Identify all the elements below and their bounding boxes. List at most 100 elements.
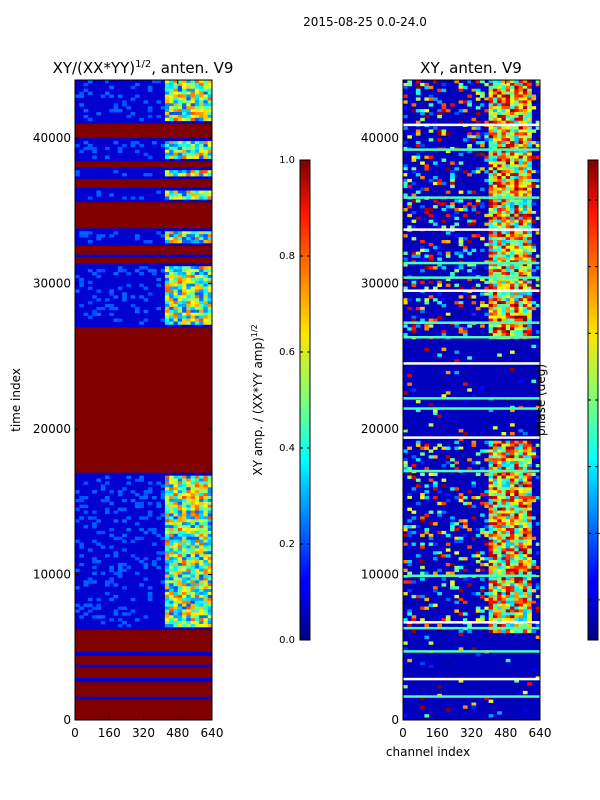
heatmap-cell xyxy=(194,612,200,616)
heatmap-cell xyxy=(87,597,93,602)
heatmap-cell xyxy=(518,597,524,602)
heatmap-cell xyxy=(505,173,511,177)
heatmap-cell xyxy=(169,507,174,511)
heatmap-cell xyxy=(510,231,515,235)
heatmap-cell xyxy=(403,324,408,328)
heatmap-cell xyxy=(177,481,183,485)
heatmap-cell xyxy=(432,266,438,270)
heatmap-cell xyxy=(186,577,191,581)
heatmap-cell xyxy=(514,565,519,570)
heatmap-cell xyxy=(203,525,209,529)
heatmap-cell xyxy=(186,266,191,270)
heatmap-cell xyxy=(173,504,179,509)
heatmap-cell xyxy=(475,202,481,206)
heatmap-cell xyxy=(139,283,144,287)
heatmap-cell xyxy=(182,481,187,485)
heatmap-cell xyxy=(411,525,417,529)
heatmap-cell xyxy=(194,600,200,605)
heatmap-cell xyxy=(505,496,511,500)
heatmap-cell xyxy=(203,496,209,500)
heatmap-cell xyxy=(510,266,515,270)
heatmap-cell xyxy=(510,624,515,628)
heatmap-cell xyxy=(505,184,511,189)
heatmap-cell xyxy=(522,583,528,587)
heatmap-cell xyxy=(130,490,136,494)
heatmap-cell xyxy=(147,586,153,590)
heatmap-cell xyxy=(518,461,524,465)
heatmap-cell xyxy=(531,248,537,253)
heatmap-cell xyxy=(475,528,481,532)
heatmap-cell xyxy=(492,240,498,244)
heatmap-cell xyxy=(203,615,209,619)
heatmap-cell xyxy=(514,594,519,599)
heatmap-cell xyxy=(164,266,170,270)
heatmap-cell xyxy=(407,82,412,87)
heatmap-cell xyxy=(492,304,498,308)
heatmap-cell xyxy=(510,152,515,157)
heatmap-cell xyxy=(177,173,183,177)
heatmap-cell xyxy=(497,135,502,139)
heatmap-cell xyxy=(522,513,528,517)
heatmap-cell xyxy=(428,455,434,459)
heatmap-cell xyxy=(501,586,507,590)
heatmap-cell xyxy=(122,612,127,616)
saturated-band xyxy=(75,178,212,188)
heatmap-cell xyxy=(164,501,170,506)
heatmap-cell xyxy=(462,618,468,622)
heatmap-cell xyxy=(207,283,212,287)
heatmap-cell xyxy=(501,298,507,302)
heatmap-cell xyxy=(182,82,187,87)
heatmap-cell xyxy=(190,272,196,276)
heatmap-cell xyxy=(164,484,170,488)
heatmap-cell xyxy=(475,106,481,110)
heatmap-cell xyxy=(501,120,507,125)
heatmap-cell xyxy=(492,519,498,523)
heatmap-cell xyxy=(510,618,515,622)
heatmap-cell xyxy=(531,565,537,570)
heatmap-cell xyxy=(156,190,162,194)
heatmap-cell xyxy=(488,144,494,148)
heatmap-cell xyxy=(203,112,209,116)
heatmap-cell xyxy=(518,472,524,477)
heatmap-cell xyxy=(514,94,519,98)
heatmap-cell xyxy=(134,522,140,526)
heatmap-cell xyxy=(505,484,511,488)
heatmap-cell xyxy=(510,312,515,317)
heatmap-cell xyxy=(510,565,515,570)
heatmap-cell xyxy=(522,522,528,526)
heatmap-cell xyxy=(518,202,524,206)
heatmap-cell xyxy=(173,82,179,87)
heatmap-cell xyxy=(186,498,191,503)
heatmap-cell xyxy=(497,231,502,235)
heatmap-cell xyxy=(531,97,537,101)
heatmap-cell xyxy=(527,301,532,305)
heatmap-cell xyxy=(407,545,412,549)
heatmap-cell xyxy=(510,542,515,546)
heatmap-cell xyxy=(488,408,494,413)
heatmap-cell xyxy=(164,274,170,279)
heatmap-cell xyxy=(501,525,507,529)
heatmap-cell xyxy=(527,190,532,194)
heatmap-cell xyxy=(497,283,502,287)
heatmap-cell xyxy=(518,129,524,133)
heatmap-cell xyxy=(501,254,507,258)
heatmap-cell xyxy=(505,254,511,258)
heatmap-cell xyxy=(441,330,447,334)
heatmap-cell xyxy=(194,624,200,628)
heatmap-cell xyxy=(164,618,170,622)
heatmap-cell xyxy=(207,551,212,555)
heatmap-cell xyxy=(186,606,191,610)
heatmap-cell xyxy=(488,330,494,334)
heatmap-cell xyxy=(173,562,179,567)
heatmap-cell xyxy=(169,315,174,319)
heatmap-cell xyxy=(471,117,477,122)
heatmap-cell xyxy=(411,283,417,287)
heatmap-cell xyxy=(173,295,179,299)
heatmap-cell xyxy=(83,583,89,587)
heatmap-cell xyxy=(139,528,144,532)
heatmap-cell xyxy=(169,513,174,517)
heatmap-cell xyxy=(462,568,468,573)
heatmap-cell xyxy=(492,237,498,241)
heatmap-cell xyxy=(450,583,455,587)
heatmap-cell xyxy=(164,504,170,509)
